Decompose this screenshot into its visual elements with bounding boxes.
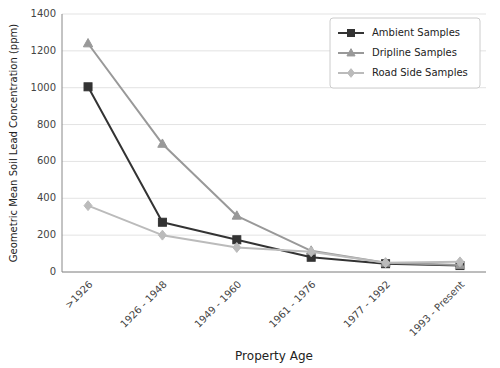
y-tick-label: 1400 [31,8,56,19]
series-line [88,206,460,263]
point-marker [158,139,167,147]
chart-svg: 0 200 400 600 800 1000 1200 1400 >1926 1926 - 194… [0,0,500,368]
grid-line [62,198,486,199]
x-tick-label: 1993 - Present [407,279,466,338]
x-tick-label: 1949 - 1960 [192,279,243,330]
x-tick-label: 1926 - 1948 [118,279,169,330]
x-tick-label: 1961 - 1976 [267,279,318,330]
grid-line [62,235,486,236]
point-marker [456,257,464,267]
legend-marker [348,30,355,37]
legend-box [330,18,480,88]
x-axis-label: Property Age [235,349,313,363]
y-axis-line [62,14,63,272]
legend-label: Road Side Samples [372,67,468,78]
y-tick-label: 800 [37,119,56,130]
point-marker [158,218,166,226]
legend-label: Ambient Samples [372,27,460,38]
x-axis-line [62,272,486,273]
point-marker [83,39,92,47]
point-marker [307,247,315,257]
point-marker [158,230,166,240]
chart-container: 0 200 400 600 800 1000 1200 1400 >1926 1926 - 194… [0,0,500,368]
legend-label: Dripline Samples [372,47,457,58]
y-tick-label: 400 [37,192,56,203]
y-tick-label: 600 [37,155,56,166]
y-tick-label: 1000 [31,82,56,93]
grid-line [62,161,486,162]
legend-marker [347,49,355,56]
y-tick-label: 0 [50,266,56,277]
legend: Ambient Samples Dripline Samples Road Side… [330,18,480,88]
grid-line [62,14,486,15]
grid-line [62,272,486,273]
point-marker [84,83,92,91]
y-tick-label: 200 [37,229,56,240]
legend-marker [348,69,355,78]
grid-line [62,124,486,125]
point-marker [232,211,241,219]
point-marker [233,243,241,253]
point-marker [84,201,92,211]
y-axis-label: Geometric Mean Soil Lead Concentration (… [8,24,19,262]
y-tick-label: 1200 [31,45,56,56]
grid [62,14,486,272]
x-tick-label: 1977 - 1992 [341,279,392,330]
x-tick-label: >1926 [63,279,95,311]
series-line [88,87,460,266]
point-marker [382,258,390,268]
